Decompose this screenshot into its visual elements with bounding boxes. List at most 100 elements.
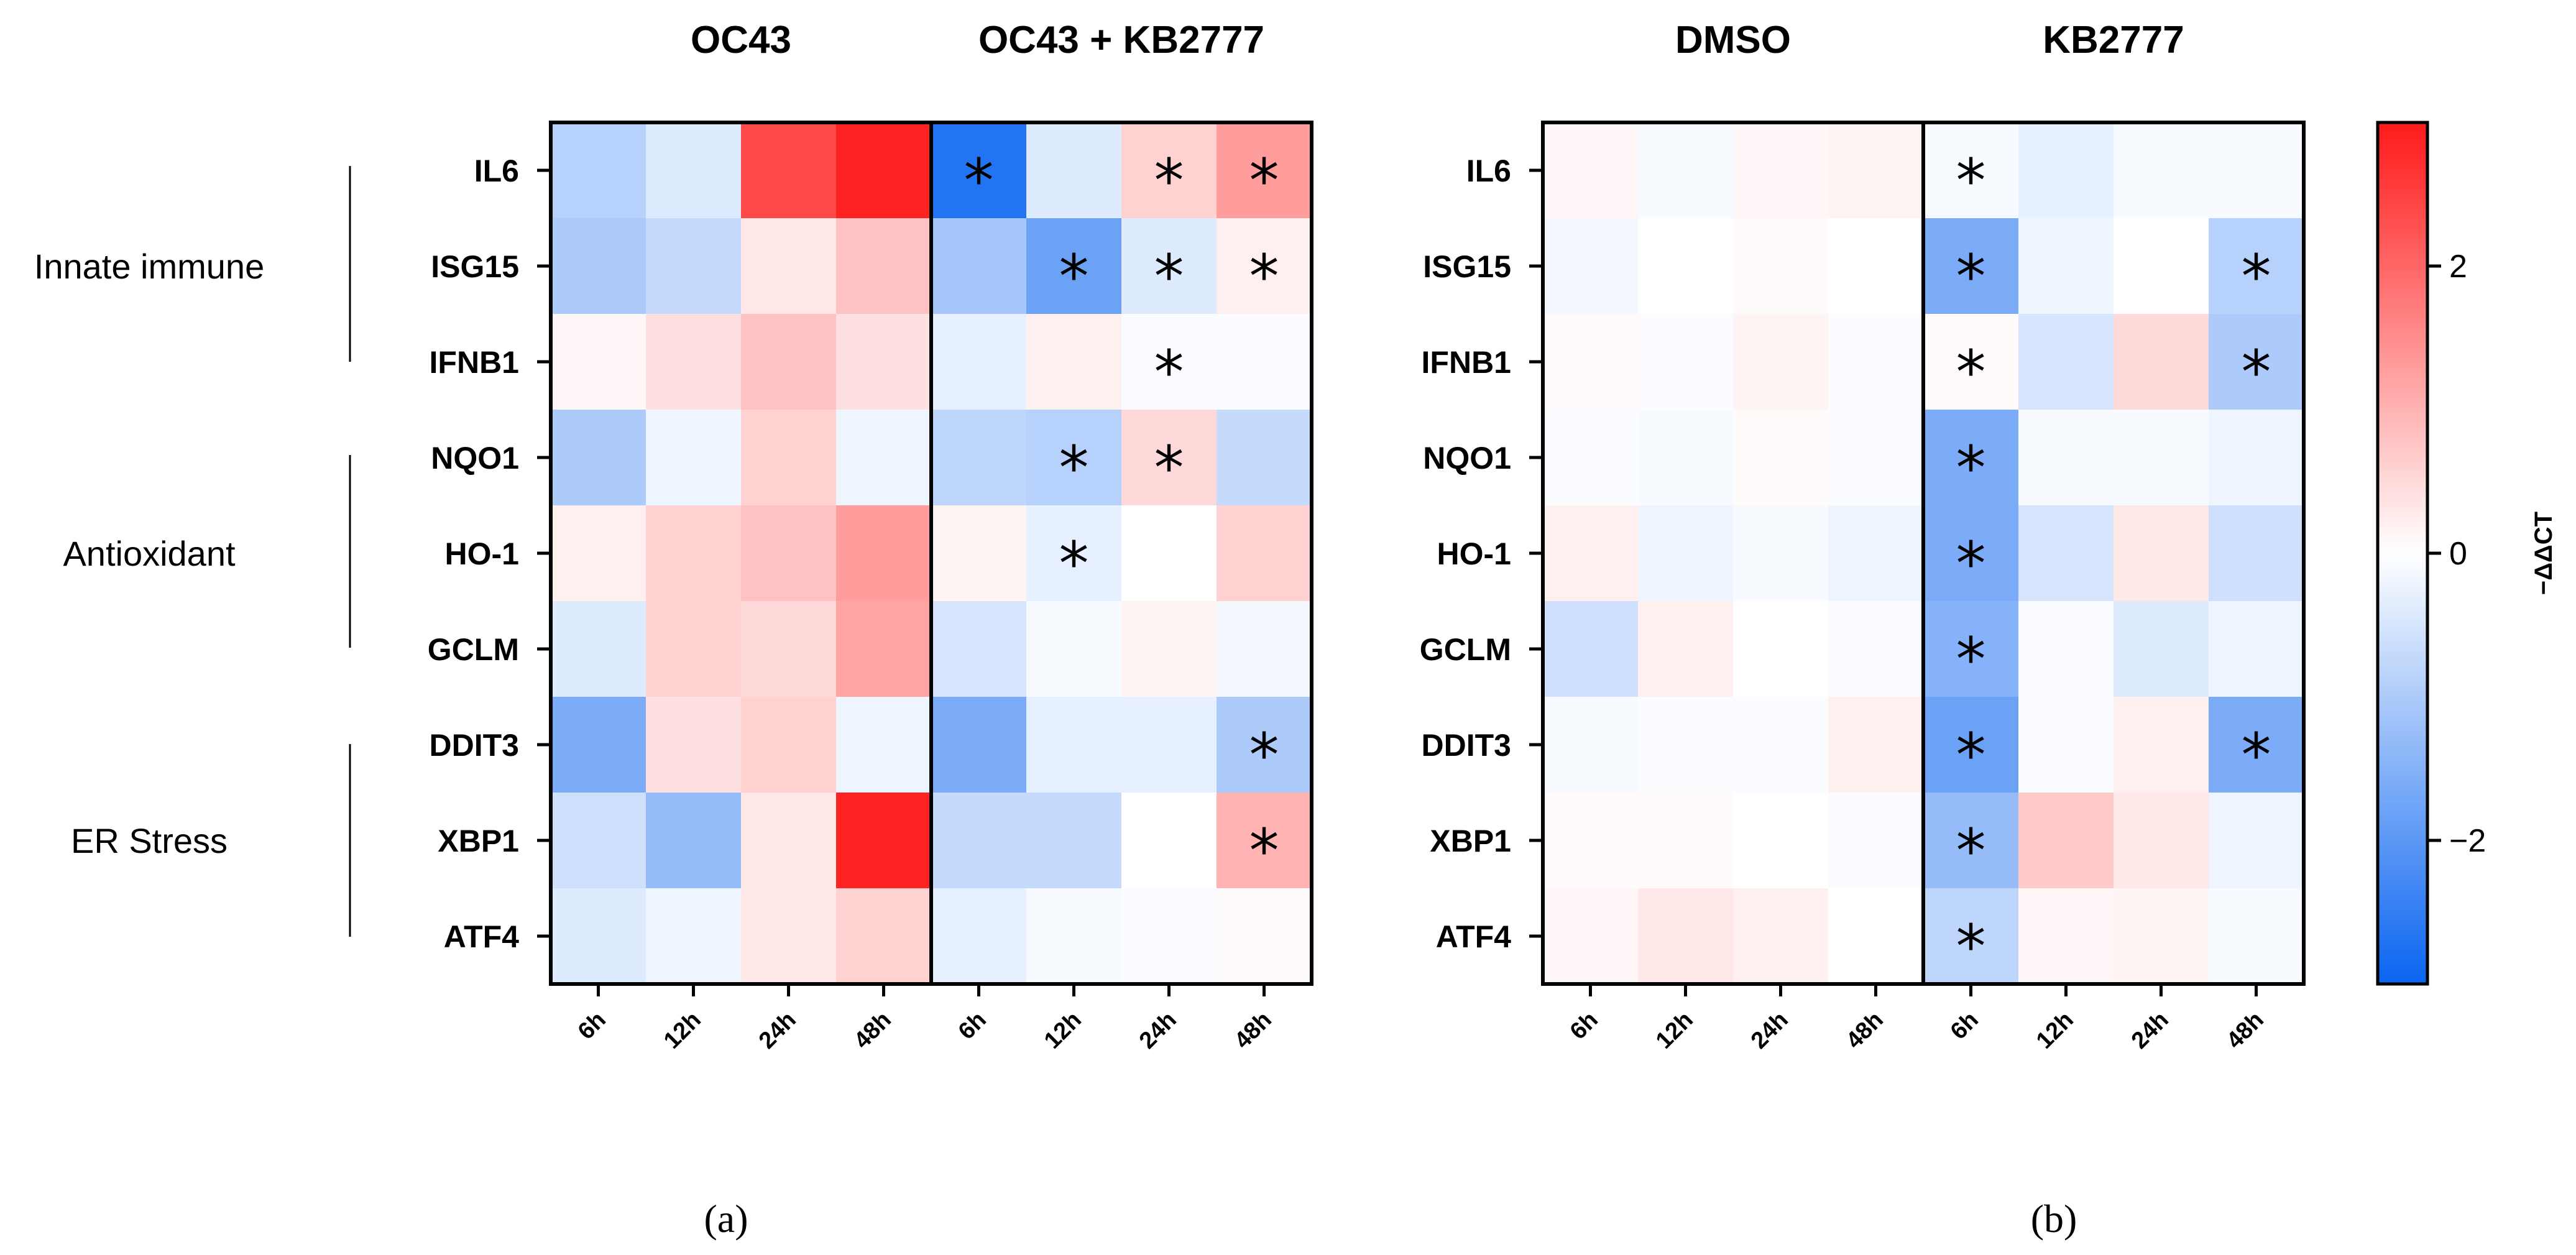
group-title: KB2777 (2043, 19, 2184, 62)
heatmap-cell (1217, 122, 1312, 219)
heatmap-cell (1026, 601, 1122, 697)
category-label: ER Stress (71, 821, 228, 860)
heatmap-cell (646, 697, 742, 793)
row-label: DDIT3 (430, 728, 519, 763)
heatmap-cell (1026, 505, 1122, 602)
heatmap-cell (931, 410, 1027, 506)
heatmap-cell (931, 218, 1027, 315)
significance-star: * (1249, 146, 1279, 216)
heatmap-cell (2209, 314, 2304, 410)
row-label: NQO1 (1423, 441, 1511, 476)
heatmap-cell (2018, 410, 2114, 506)
significance-star: * (1154, 146, 1184, 216)
heatmap-cell (2114, 601, 2209, 697)
heatmap-cell (1923, 314, 2019, 410)
heatmap-cell (646, 601, 742, 697)
heatmap-cell (1923, 122, 2019, 219)
heatmap-cell (1638, 410, 1734, 506)
heatmap-cell (2018, 314, 2114, 410)
heatmap-cell (836, 218, 932, 315)
significance-star: * (1059, 242, 1089, 311)
heatmap-cell (1733, 888, 1829, 985)
heatmap-cell (1121, 505, 1217, 602)
heatmap-cell (2209, 888, 2304, 985)
heatmap-cell (1733, 410, 1829, 506)
heatmap-cell (2114, 122, 2209, 219)
heatmap-cell (836, 410, 932, 506)
significance-star: * (1249, 720, 1279, 790)
significance-star: * (1059, 433, 1089, 503)
significance-star: * (964, 146, 994, 216)
heatmap-cell (2114, 410, 2209, 506)
heatmap-cell (2209, 122, 2304, 219)
heatmap-cell (836, 505, 932, 602)
heatmap-cell (1923, 888, 2019, 985)
heatmap-cell (1733, 314, 1829, 410)
heatmap-cell (1217, 218, 1312, 315)
heatmap-cell (1638, 314, 1734, 410)
heatmap-cell (1923, 505, 2019, 602)
heatmap-cell (741, 793, 837, 889)
significance-star: * (1956, 433, 1986, 503)
heatmap-panel-b: * * * * * * * * * * * * DMSO KB2777 IL6 ISG15 IFNB1 NQO1 H… (1420, 19, 2306, 1054)
row-label: IL6 (1466, 154, 1511, 188)
heatmap-cell (1543, 601, 1639, 697)
heatmap-cell (646, 218, 742, 315)
group-title: OC43 + KB2777 (978, 19, 1264, 62)
panel-label-b: (b) (2031, 1197, 2077, 1241)
heatmap-cell (1543, 218, 1639, 315)
row-label: HO-1 (1437, 536, 1511, 571)
row-label: ISG15 (1423, 249, 1511, 284)
column-label: 6h (573, 1007, 611, 1045)
category-label: Innate immune (34, 247, 264, 286)
heatmap-cell (931, 314, 1027, 410)
heatmap-cell (551, 505, 646, 602)
heatmap-cell (1121, 793, 1217, 889)
row-label: IL6 (474, 154, 519, 188)
heatmap-cell (551, 888, 646, 985)
colorbar-gradient (2376, 121, 2429, 986)
heatmap-cell (646, 314, 742, 410)
heatmap-cell (1733, 697, 1829, 793)
heatmap-cell (836, 793, 932, 889)
heatmap-cell (1923, 793, 2019, 889)
heatmap-cell (1121, 697, 1217, 793)
heatmap-cell (1026, 697, 1122, 793)
heatmap-cell (931, 888, 1027, 985)
heatmap-cell (1026, 888, 1122, 985)
colorbar-tick-label: −2 (2449, 823, 2486, 859)
heatmap-cell (1543, 410, 1639, 506)
colorbar: 2 0 −2 −ΔΔCT (2376, 121, 2557, 986)
heatmap-cell (1733, 218, 1829, 315)
heatmap-cell (741, 218, 837, 315)
column-label: 6h (1565, 1007, 1603, 1045)
heatmap-cell (551, 793, 646, 889)
heatmap-cell (1217, 410, 1312, 506)
column-label: 6h (954, 1007, 991, 1045)
row-label: DDIT3 (1422, 728, 1511, 763)
heatmap-cell (1026, 314, 1122, 410)
heatmap-cell (931, 601, 1027, 697)
heatmap-cell (1638, 888, 1734, 985)
heatmap-cell (1638, 697, 1734, 793)
heatmap-cell (2114, 793, 2209, 889)
column-label: 24h (754, 1007, 801, 1054)
significance-star: * (1956, 529, 1986, 599)
significance-star: * (1956, 625, 1986, 694)
heatmap-cell (1121, 410, 1217, 506)
heatmap-cell (1828, 888, 1924, 985)
significance-star: * (1956, 816, 1986, 886)
column-label: 12h (2031, 1007, 2079, 1054)
column-label: 24h (1746, 1007, 1793, 1054)
heatmap-cell (2209, 601, 2304, 697)
heatmap-cell (1543, 793, 1639, 889)
heatmap-cell (2209, 793, 2304, 889)
heatmap-cell (1828, 314, 1924, 410)
heatmap-cell (931, 122, 1027, 219)
heatmap-cell (1217, 793, 1312, 889)
heatmap-cell (551, 314, 646, 410)
significance-star: * (1059, 529, 1089, 599)
column-label: 48h (1841, 1007, 1888, 1054)
heatmap-cell (1217, 505, 1312, 602)
